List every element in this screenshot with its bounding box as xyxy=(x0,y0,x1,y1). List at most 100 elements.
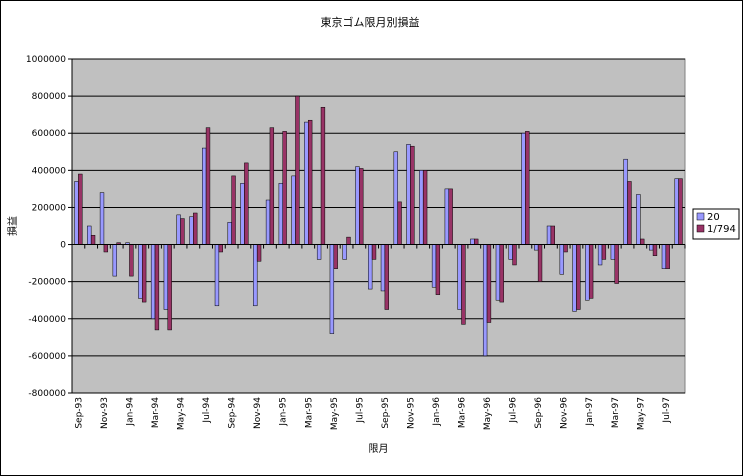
bar-series-2 xyxy=(320,106,326,245)
x-tick-label: Nov-93 xyxy=(100,397,110,429)
y-tick-label: -600000 xyxy=(28,352,66,362)
bar-series-1 xyxy=(316,244,322,260)
x-tick-label: Mar-96 xyxy=(458,397,468,428)
bar-series-2 xyxy=(652,244,658,256)
x-tick-label: Jul-94 xyxy=(202,397,212,424)
x-axis-label: 限月 xyxy=(369,443,389,455)
bar-series-2 xyxy=(231,175,236,245)
x-tick-label: Jul-95 xyxy=(355,397,365,424)
x-tick-label: Sep-93 xyxy=(74,397,84,429)
x-tick-label: Nov-96 xyxy=(560,397,570,429)
y-tick-label: 1000000 xyxy=(26,55,66,65)
bar-series-2 xyxy=(410,145,415,245)
bar-series-1 xyxy=(150,244,156,320)
bar-series-1 xyxy=(329,244,335,334)
bar-series-1 xyxy=(342,244,347,260)
x-tick-label: May-96 xyxy=(483,397,493,430)
bar-series-2 xyxy=(205,127,211,245)
bar-series-1 xyxy=(380,244,386,292)
y-tick-label: -400000 xyxy=(28,315,66,325)
bar-series-1 xyxy=(648,244,654,251)
y-tick-label: 0 xyxy=(60,241,66,251)
bar-series-2 xyxy=(167,244,172,331)
legend-label: 1/794 xyxy=(707,224,736,235)
bar-series-2 xyxy=(180,218,185,245)
bar-series-2 xyxy=(154,244,160,331)
bar-series-1 xyxy=(176,214,181,245)
bar-series-1 xyxy=(431,244,437,288)
legend-swatch xyxy=(696,212,705,221)
bar-series-2 xyxy=(90,235,96,245)
bar-series-1 xyxy=(559,244,564,275)
bar-series-1 xyxy=(585,244,590,301)
bar-series-2 xyxy=(282,131,287,245)
bar-series-2 xyxy=(141,244,147,303)
bar-series-1 xyxy=(163,244,169,310)
bar-series-1 xyxy=(202,147,207,245)
bar-series-2 xyxy=(525,131,530,245)
x-tick-label: Jul-96 xyxy=(509,397,519,424)
bar-series-1 xyxy=(661,244,667,269)
bar-series-2 xyxy=(563,244,568,253)
bar-series-1 xyxy=(572,244,577,312)
bar-series-2 xyxy=(78,173,83,245)
bar-series-1 xyxy=(419,170,424,245)
x-tick-label: Mar-95 xyxy=(304,397,314,428)
bar-series-2 xyxy=(359,168,364,245)
y-tick-label: 600000 xyxy=(32,129,67,139)
bar-series-1 xyxy=(74,181,79,245)
bar-series-2 xyxy=(256,244,262,262)
bar-series-2 xyxy=(346,236,351,245)
bar-series-2 xyxy=(627,181,632,245)
bar-series-2 xyxy=(129,244,134,277)
bar-series-2 xyxy=(218,244,223,253)
bar-series-2 xyxy=(308,119,313,245)
bar-series-1 xyxy=(253,244,258,307)
x-tick-label: Jan-97 xyxy=(585,397,595,427)
bar-series-2 xyxy=(640,238,645,245)
bar-series-2 xyxy=(193,212,198,245)
bar-series-1 xyxy=(278,183,283,245)
legend-label: 20 xyxy=(707,212,720,223)
bar-series-1 xyxy=(623,158,628,245)
bar-series-1 xyxy=(87,225,92,245)
bar-series-2 xyxy=(614,244,619,284)
bar-series-1 xyxy=(214,244,220,307)
bar-series-2 xyxy=(474,238,479,245)
bar-series-2 xyxy=(678,178,683,245)
bar-series-1 xyxy=(227,222,232,245)
bar-series-2 xyxy=(103,244,109,253)
bar-series-2 xyxy=(550,225,555,245)
x-tick-label: May-94 xyxy=(177,397,187,430)
x-tick-label: May-95 xyxy=(330,397,340,430)
bar-series-1 xyxy=(291,175,296,245)
bar-series-2 xyxy=(601,244,607,260)
bar-series-1 xyxy=(521,132,526,245)
x-tick-label: Mar-94 xyxy=(151,397,161,428)
bar-series-1 xyxy=(674,178,679,245)
y-axis: 1000000 800000 600000 400000 200000 0 -200000 -… xyxy=(26,55,73,399)
bar-series-2 xyxy=(397,201,402,245)
legend-swatch xyxy=(696,224,705,233)
bar-series-2 xyxy=(448,188,453,245)
bar-series-1 xyxy=(597,244,603,266)
bar-series-1 xyxy=(457,244,462,310)
bar-series-1 xyxy=(495,244,501,301)
y-tick-label: 400000 xyxy=(32,166,67,176)
bar-series-1 xyxy=(99,192,105,245)
bar-series-1 xyxy=(534,244,539,251)
bar-series-2 xyxy=(588,244,594,299)
x-tick-label: Jan-95 xyxy=(279,397,289,427)
legend: 201/794 xyxy=(692,208,740,240)
bar-series-1 xyxy=(304,121,309,245)
y-tick-label: -800000 xyxy=(28,389,66,399)
bar-series-2 xyxy=(269,127,275,245)
bar-series-2 xyxy=(435,244,441,295)
bar-series-1 xyxy=(368,244,373,290)
bar-series-2 xyxy=(512,244,517,266)
bar-series-1 xyxy=(610,244,616,260)
bar-series-2 xyxy=(333,244,338,269)
bar-series-2 xyxy=(499,244,504,303)
bar-series-1 xyxy=(393,151,398,245)
